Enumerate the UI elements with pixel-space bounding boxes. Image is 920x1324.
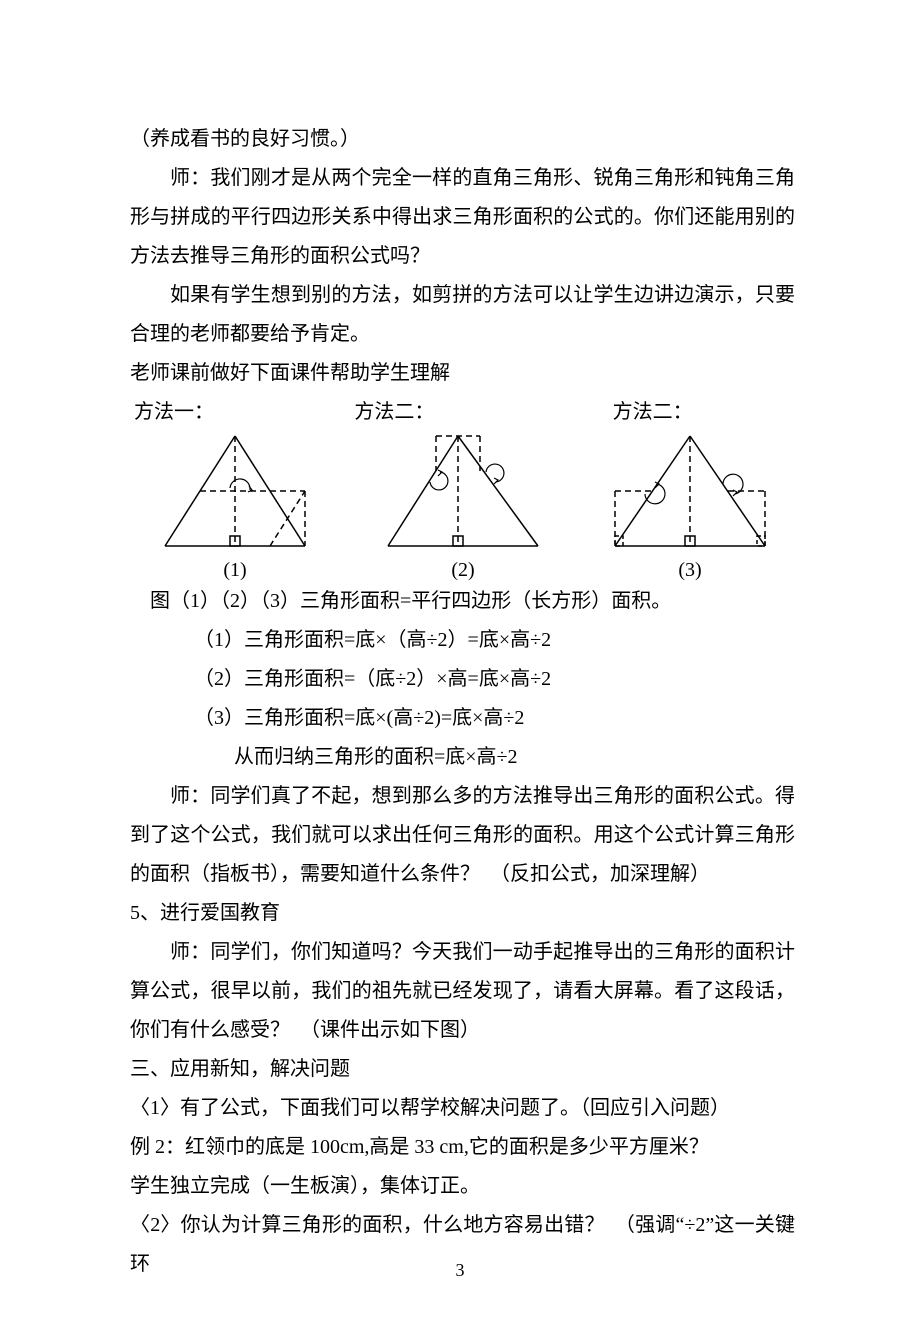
- page-number: 3: [0, 1253, 920, 1288]
- paragraph: （养成看书的良好习惯。）: [130, 120, 795, 159]
- formula-1: （1）三角形面积=底×（高÷2）=底×高÷2: [130, 621, 795, 660]
- section-3-heading: 三、应用新知，解决问题: [130, 1050, 795, 1089]
- paragraph: 图（1）（2）（3）三角形面积=平行四边形（长方形）面积。: [130, 582, 795, 621]
- paragraph: 师：同学们，你们知道吗？今天我们一动手起推导出的三角形的面积计算公式，很早以前，…: [130, 933, 795, 1050]
- figure-2-caption: (2): [451, 559, 474, 581]
- figure-1-caption: (1): [223, 559, 246, 581]
- formula-3: （3）三角形面积=底×(高÷2)=底×高÷2: [130, 699, 795, 738]
- example-2: 例 2：红领巾的底是 100cm,高是 33 cm,它的面积是多少平方厘米？: [130, 1128, 795, 1167]
- formula-summary: 从而归纳三角形的面积=底×高÷2: [130, 738, 795, 777]
- paragraph: 师：同学们真了不起，想到那么多的方法推导出三角形的面积公式。得到了这个公式，我们…: [130, 777, 795, 894]
- formula-2: （2）三角形面积=（底÷2）×高=底×高÷2: [130, 660, 795, 699]
- figure-3-caption: (3): [678, 559, 701, 581]
- figure-2: (2): [358, 426, 568, 586]
- figure-3: (3): [585, 426, 795, 586]
- paragraph: 〈1〉有了公式，下面我们可以帮学校解决问题了。（回应引入问题）: [130, 1089, 795, 1128]
- paragraph: 如果有学生想到别的方法，如剪拼的方法可以让学生边讲边演示，只要合理的老师都要给予…: [130, 276, 795, 354]
- paragraph: 老师课前做好下面课件帮助学生理解: [130, 354, 795, 393]
- paragraph: 师：我们刚才是从两个完全一样的直角三角形、锐角三角形和钝角三角形与拼成的平行四边…: [130, 159, 795, 276]
- section-5-heading: 5、进行爱国教育: [130, 894, 795, 933]
- paragraph: 学生独立完成（一生板演），集体订正。: [130, 1167, 795, 1206]
- document-page: （养成看书的良好习惯。） 师：我们刚才是从两个完全一样的直角三角形、锐角三角形和…: [0, 0, 920, 1324]
- figure-1: (1): [130, 426, 340, 586]
- figures-row: (1): [130, 426, 795, 586]
